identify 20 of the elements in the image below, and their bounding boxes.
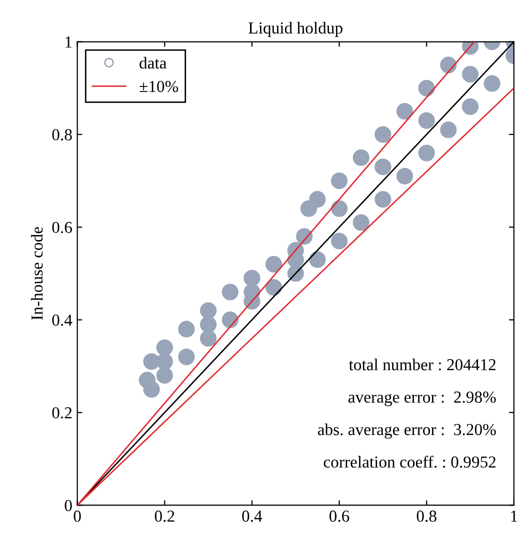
- x-tick-label: 0.8: [416, 510, 436, 522]
- annotation: average error : 2.98%: [348, 391, 496, 406]
- x-tick-label: 0.4: [242, 510, 262, 522]
- x-tick-label: 0.2: [154, 510, 174, 522]
- y-axis-title: In-house code: [30, 227, 43, 320]
- y-tick-label: 1: [66, 36, 72, 48]
- annotation: correlation coeff. : 0.9952: [324, 456, 496, 468]
- x-tick-label: 1: [511, 510, 518, 522]
- chart-title: Liquid holdup: [248, 22, 342, 37]
- legend-label: ±10%: [140, 80, 178, 92]
- y-tick-label: 0.4: [52, 314, 72, 326]
- y-tick-label: 0.2: [52, 407, 72, 419]
- legend-label: data: [140, 56, 167, 69]
- y-tick-label: 0.6: [52, 222, 72, 234]
- annotation: total number : 204412: [348, 358, 496, 370]
- x-tick-label: 0: [74, 510, 81, 522]
- x-tick-label: 0.6: [329, 510, 350, 522]
- annotation: abs. average error : 3.20%: [318, 423, 496, 439]
- y-tick-label: 0.8: [52, 129, 72, 140]
- y-tick-label: 0: [64, 500, 72, 512]
